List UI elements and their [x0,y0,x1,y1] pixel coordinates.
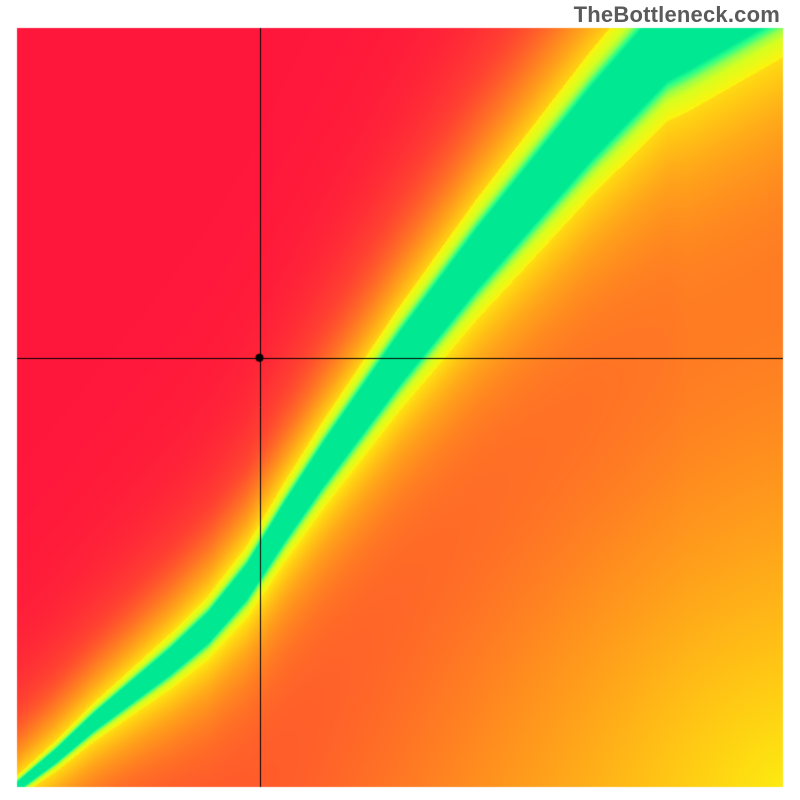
chart-container: TheBottleneck.com [0,0,800,800]
attribution-watermark: TheBottleneck.com [574,2,780,28]
bottleneck-heatmap [0,0,800,800]
